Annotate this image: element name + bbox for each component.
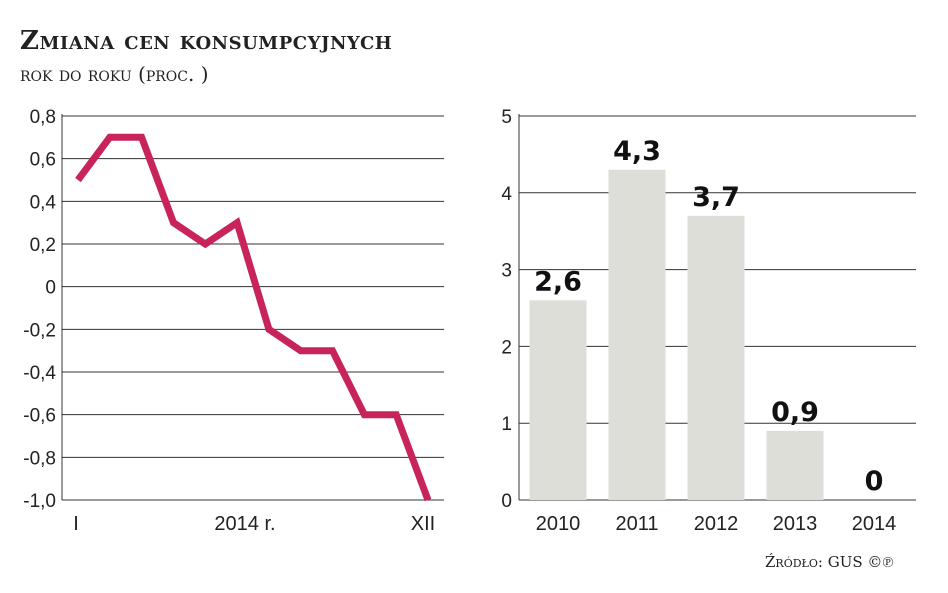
bar-chart-data-label: 3,7 (692, 182, 740, 213)
bar-chart-x-tick: 2010 (536, 513, 581, 535)
bar-chart-x-tick: 2014 (852, 513, 897, 535)
line-chart-y-tick: 0,6 (30, 150, 56, 171)
bar-chart-data-label: 0 (865, 466, 884, 497)
bar-chart-bar (687, 215, 745, 500)
line-chart-x-tick: I (73, 513, 79, 535)
chart-title: Zmiana cen konsumpcyjnych (20, 26, 393, 56)
bar-chart-y-tick: 1 (501, 414, 512, 435)
bar-chart-bar (608, 169, 666, 500)
line-chart-y-tick: 0,2 (30, 235, 56, 256)
bar-chart-data-label: 0,9 (771, 397, 819, 428)
chart-subtitle: rok do roku (proc. ) (20, 62, 209, 86)
line-chart-y-tick: -1,0 (23, 491, 56, 512)
bar-chart-y-tick: 0 (501, 491, 512, 512)
line-chart-y-tick: 0 (45, 278, 56, 299)
bar-chart-y-tick: 4 (501, 184, 512, 205)
line-chart: 0,8 0,6 0,4 0,2 0 -0,2 -0,4 -0,6 -0,8 -1,0 I 2014 r… (23, 107, 444, 535)
line-chart-y-tick: -0,4 (23, 363, 56, 384)
line-chart-y-tick: -0,2 (23, 320, 56, 341)
source-note: Źródło: GUS ©℗ (765, 553, 894, 571)
line-chart-y-tick: 0,4 (30, 192, 57, 213)
line-chart-y-tick: 0,8 (30, 107, 56, 128)
bar-chart-bar (529, 300, 587, 500)
line-chart-x-tick: 2014 r. (214, 513, 275, 535)
bar-chart-bar (766, 430, 824, 500)
bar-chart-x-tick: 2012 (694, 513, 739, 535)
line-chart-x-tick: XII (411, 513, 435, 535)
line-chart-y-tick: -0,6 (23, 406, 56, 427)
bar-chart-x-tick: 2013 (773, 513, 818, 535)
bar-chart-y-tick: 5 (501, 107, 512, 128)
bar-chart-data-label: 4,3 (613, 136, 661, 167)
bar-chart-y-tick: 2 (501, 337, 512, 358)
bar-chart-data-label: 2,6 (534, 266, 582, 297)
bar-chart-x-tick: 2011 (615, 513, 658, 535)
line-chart-y-tick: -0,8 (23, 448, 56, 469)
bar-chart: 5 4 3 2 1 0 2,6 2010 4,3 2011 3,7 2012 0,9 2013 0 2014 (501, 107, 916, 535)
bar-chart-y-tick: 3 (501, 261, 512, 282)
line-chart-series-line (75, 133, 432, 502)
